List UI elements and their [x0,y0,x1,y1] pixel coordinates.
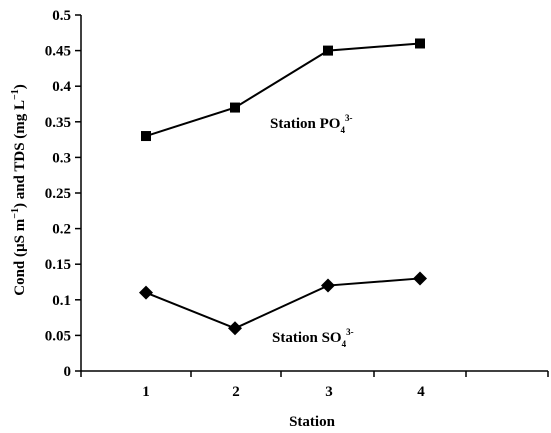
y-axis-title-part-2: ) and TDS (mg L [12,100,28,208]
series-line-2 [145,277,421,330]
x-axis: 1 2 3 4 [80,370,549,400]
y-tick-label: 0.4 [52,79,71,95]
y-axis-title-sup-1: −1 [10,208,21,219]
x-tick-label: 1 [142,384,150,400]
series-label-po4-sup: 3- [345,113,353,123]
y-tick-label: 0.1 [52,293,71,309]
series-label-so4-sup: 3- [346,327,354,337]
y-tick-label: 0.45 [45,44,71,60]
data-point-square [141,131,151,142]
y-axis-title-sup-2: −1 [10,89,21,100]
y-tick-label: 0.05 [45,328,71,344]
data-point-square [323,45,333,56]
series-label-so4: Station SO4 3- [272,327,354,349]
y-tick-label: 0.2 [52,222,71,238]
series-label-po4: Station PO43- [270,113,352,135]
y-tick-label: 0.3 [52,150,71,166]
series-group [139,38,427,336]
y-tick-label: 0.15 [45,257,71,273]
data-point-diamond [321,278,335,293]
data-point-diamond [139,285,153,300]
series-label-po4-sub: 4 [340,125,345,135]
y-tick-label: 0.25 [45,186,71,202]
data-point-square [230,102,240,113]
y-axis-title: Cond (µS m−1) and TDS (mg L−1) [10,84,28,296]
y-axis: 0 0.05 0.1 0.15 0.2 0.25 0.3 0.35 0.4 0.45 0.5 [45,8,82,380]
y-tick-label: 0.35 [45,115,71,131]
data-point-diamond [413,271,427,286]
x-axis-title: Station [289,414,336,430]
x-tick-label: 2 [232,384,240,400]
y-tick-label: 0.5 [52,8,71,24]
series-label-po4-main: Station PO [270,116,340,132]
x-tick-label: 3 [325,384,333,400]
series-line-1 [145,42,421,137]
series-label-so4-main: Station SO [272,330,342,346]
y-axis-title-part-3: ) [12,84,28,89]
x-tick-label: 4 [417,384,425,400]
data-point-square [415,38,425,49]
y-tick-label: 0 [64,364,72,380]
series-label-so4-sub: 4 [342,339,347,349]
data-point-diamond [228,321,242,336]
y-axis-title-part-1: Cond (µS m [12,218,28,295]
